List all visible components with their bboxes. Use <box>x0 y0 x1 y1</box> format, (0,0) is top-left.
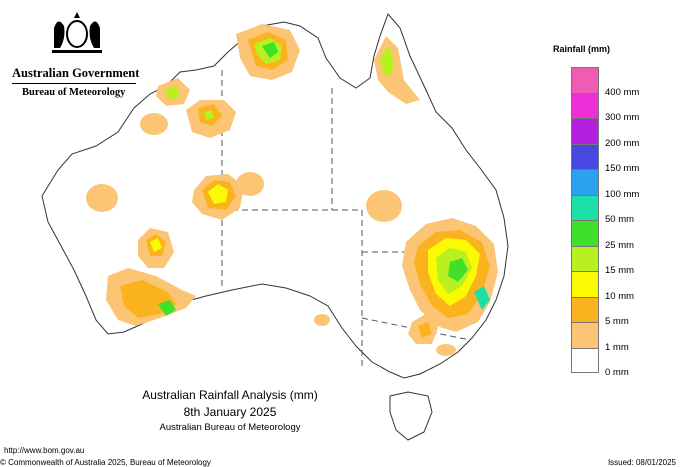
map-title: Australian Rainfall Analysis (mm) <box>142 388 318 402</box>
legend-label: 400 mm <box>605 86 640 98</box>
legend-swatch <box>571 347 599 373</box>
branding-divider <box>12 83 136 84</box>
website-link[interactable]: http://www.bom.gov.au <box>4 446 85 455</box>
legend-swatch <box>571 322 599 348</box>
legend-label: 100 mm <box>605 188 640 200</box>
legend-label: 1 mm <box>605 341 629 353</box>
map-source: Australian Bureau of Meteorology <box>159 422 301 433</box>
legend-swatch <box>571 220 599 246</box>
legend-label: 150 mm <box>605 163 640 174</box>
legend-label: 50 mm <box>605 214 635 225</box>
legend-swatch <box>571 143 599 169</box>
legend-swatch <box>571 296 599 322</box>
rainfall-areas <box>86 24 498 356</box>
legend-swatch <box>571 271 599 297</box>
legend-swatch <box>571 118 599 144</box>
legend-swatch <box>571 245 599 271</box>
copyright-text: © Commonwealth of Australia 2025, Bureau… <box>0 458 211 467</box>
tasmania <box>389 391 433 441</box>
legend-swatches <box>571 67 599 373</box>
legend-label: 15 mm <box>605 265 635 276</box>
legend-label: 10 mm <box>605 290 635 302</box>
legend-label: 5 mm <box>605 316 629 327</box>
legend-label: 300 mm <box>605 112 640 123</box>
legend-swatch <box>571 169 599 195</box>
coat-of-arms-icon <box>52 12 102 53</box>
government-name: Australian Government <box>12 66 140 80</box>
legend-swatch <box>571 67 599 93</box>
map-date: 8th January 2025 <box>183 405 277 419</box>
legend-swatch <box>571 92 599 118</box>
issued-date: Issued: 08/01/2025 <box>607 458 676 467</box>
bureau-name: Bureau of Meteorology <box>22 87 126 98</box>
legend-title: Rainfall (mm) <box>553 44 611 54</box>
legend-label: 0 mm <box>605 367 629 378</box>
legend-label: 25 mm <box>605 239 635 251</box>
legend-swatch <box>571 194 599 220</box>
map-title-block: Australian Rainfall Analysis (mm) 8th Ja… <box>130 388 330 433</box>
legend-label: 200 mm <box>605 137 640 149</box>
